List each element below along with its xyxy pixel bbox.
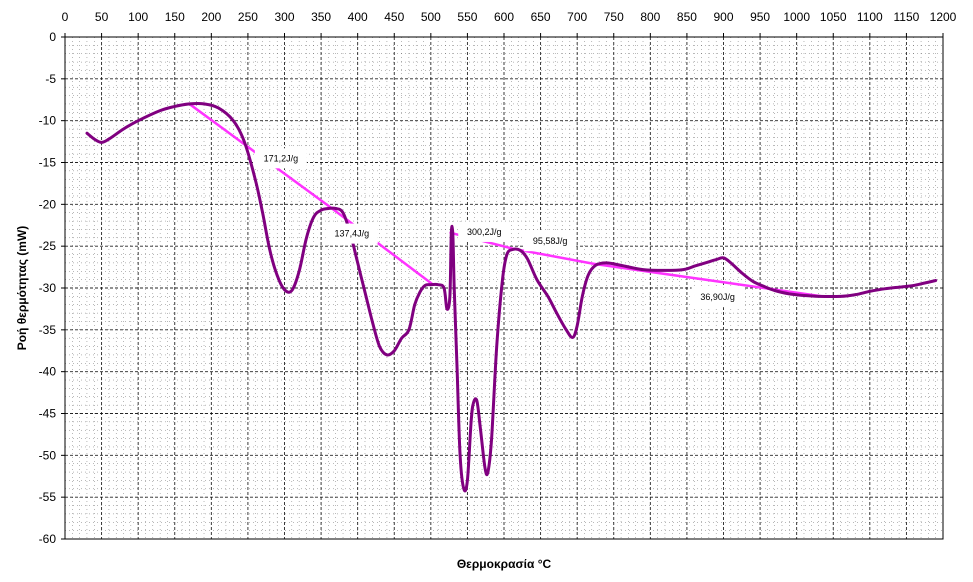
x-tick-label: 50: [95, 10, 109, 24]
y-tick-label: -40: [39, 365, 57, 379]
x-tick-label: 250: [238, 10, 258, 24]
energy-label-text: 137,4J/g: [335, 229, 370, 239]
y-tick-label: -20: [39, 197, 57, 211]
x-tick-label: 700: [567, 10, 587, 24]
baseline-segment: [330, 207, 435, 286]
energy-label-box: [458, 221, 511, 242]
x-tick-label: 750: [604, 10, 624, 24]
x-tick-label: 150: [165, 10, 185, 24]
x-tick-label: 450: [384, 10, 404, 24]
x-tick-label: 350: [311, 10, 331, 24]
energy-label-text: 300,2J/g: [467, 227, 502, 237]
y-tick-label: -15: [39, 156, 57, 170]
x-tick-label: 500: [421, 10, 441, 24]
x-axis-ticks: 0 50 100 150 200 250 300 350 400 450 500 550 600 650 7…: [62, 10, 957, 37]
energy-label-text: 171,2J/g: [264, 153, 299, 163]
energy-label: 36,90J/g: [691, 287, 744, 308]
y-tick-label: -35: [39, 323, 57, 337]
y-tick-label: -10: [39, 114, 57, 128]
energy-label-text: 36,90J/g: [700, 292, 735, 302]
y-tick-label: 0: [49, 30, 56, 44]
x-tick-label: 950: [750, 10, 770, 24]
y-axis-title: Ροή θερμότητας (mW): [15, 226, 29, 351]
energy-label: 137,4J/g: [325, 223, 378, 244]
x-axis-title: Θερμοκρασία °C: [457, 557, 552, 571]
x-tick-label: 600: [494, 10, 514, 24]
x-tick-label: 1100: [857, 10, 883, 24]
x-tick-label: 800: [640, 10, 660, 24]
x-tick-label: 550: [457, 10, 477, 24]
baseline-segment: [592, 262, 824, 298]
x-tick-label: 1200: [930, 10, 957, 24]
y-tick-label: -60: [39, 532, 57, 546]
x-tick-label: 900: [713, 10, 733, 24]
energy-label: 95,58J/g: [524, 231, 577, 252]
baseline-segment: [511, 247, 595, 265]
x-tick-label: 200: [201, 10, 221, 24]
x-tick-label: 850: [677, 10, 697, 24]
energy-label-box: [325, 223, 378, 244]
x-tick-label: 1050: [820, 10, 847, 24]
energy-label-text: 95,58J/g: [533, 236, 568, 246]
x-tick-label: 0: [62, 10, 69, 24]
energy-label: 300,2J/g: [458, 221, 511, 242]
energy-label-box: [691, 287, 744, 308]
x-tick-label: 1150: [894, 10, 920, 24]
y-axis-ticks: 0 -5 -10 -15 -20 -25 -30 -35 -40 -45 -50 -55 -60: [39, 30, 65, 546]
y-tick-label: -55: [39, 490, 57, 504]
x-tick-label: 300: [274, 10, 294, 24]
x-tick-label: 100: [128, 10, 148, 24]
series-curve: [85, 101, 938, 493]
x-tick-label: 650: [531, 10, 551, 24]
y-tick-label: -50: [39, 448, 57, 462]
peak-annotations: 171,2J/g 137,4J/g 300,2J/g 95,58J/g 36,90J/g: [254, 148, 744, 308]
grid: [65, 37, 943, 539]
energy-label-box: [254, 148, 307, 169]
energy-label: 171,2J/g: [254, 148, 307, 169]
energy-label-box: [524, 231, 577, 252]
y-tick-label: -5: [45, 72, 56, 86]
x-tick-label: 1000: [783, 10, 810, 24]
x-tick-label: 400: [348, 10, 368, 24]
y-tick-label: -30: [39, 281, 57, 295]
y-tick-label: -45: [39, 407, 57, 421]
y-tick-label: -25: [39, 239, 57, 253]
